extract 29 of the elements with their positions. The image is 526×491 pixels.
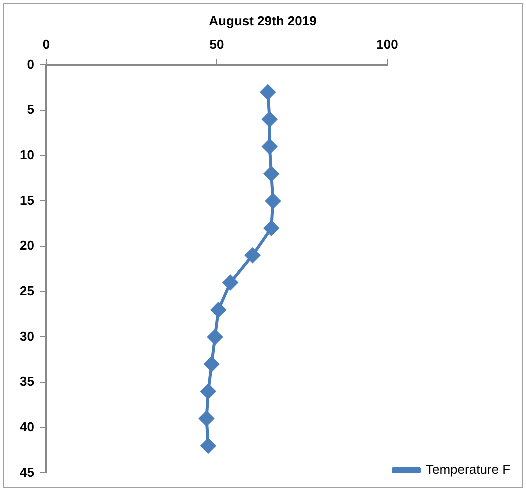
point xyxy=(264,220,280,236)
x-tick-label: 0 xyxy=(42,36,50,52)
y-tick-label: 25 xyxy=(20,283,34,298)
point xyxy=(262,112,278,128)
point xyxy=(199,411,214,426)
y-tick-label: 0 xyxy=(27,56,34,72)
y-tick-label: 5 xyxy=(27,102,34,118)
point xyxy=(208,330,223,345)
y-tick-label: 10 xyxy=(20,147,34,162)
y-tick-label: 15 xyxy=(20,192,34,208)
point xyxy=(260,84,276,100)
point xyxy=(262,139,278,154)
point xyxy=(204,356,220,372)
x-tick-label: 50 xyxy=(210,36,224,52)
y-tick-label: 30 xyxy=(20,328,34,344)
point xyxy=(266,194,281,209)
x-tick-label: 100 xyxy=(376,36,398,52)
y-tick-label: 20 xyxy=(20,238,34,254)
chart-title: August 29th 2019 xyxy=(209,13,317,28)
y-tick-label: 45 xyxy=(20,464,34,480)
point xyxy=(200,384,216,400)
y-tick-label: 35 xyxy=(20,374,34,390)
point xyxy=(211,302,226,318)
point xyxy=(223,275,238,290)
point xyxy=(200,438,216,454)
point xyxy=(264,166,280,182)
y-tick-label: 40 xyxy=(20,419,34,434)
legend-label: Temperature F xyxy=(426,462,511,478)
point xyxy=(245,248,260,264)
